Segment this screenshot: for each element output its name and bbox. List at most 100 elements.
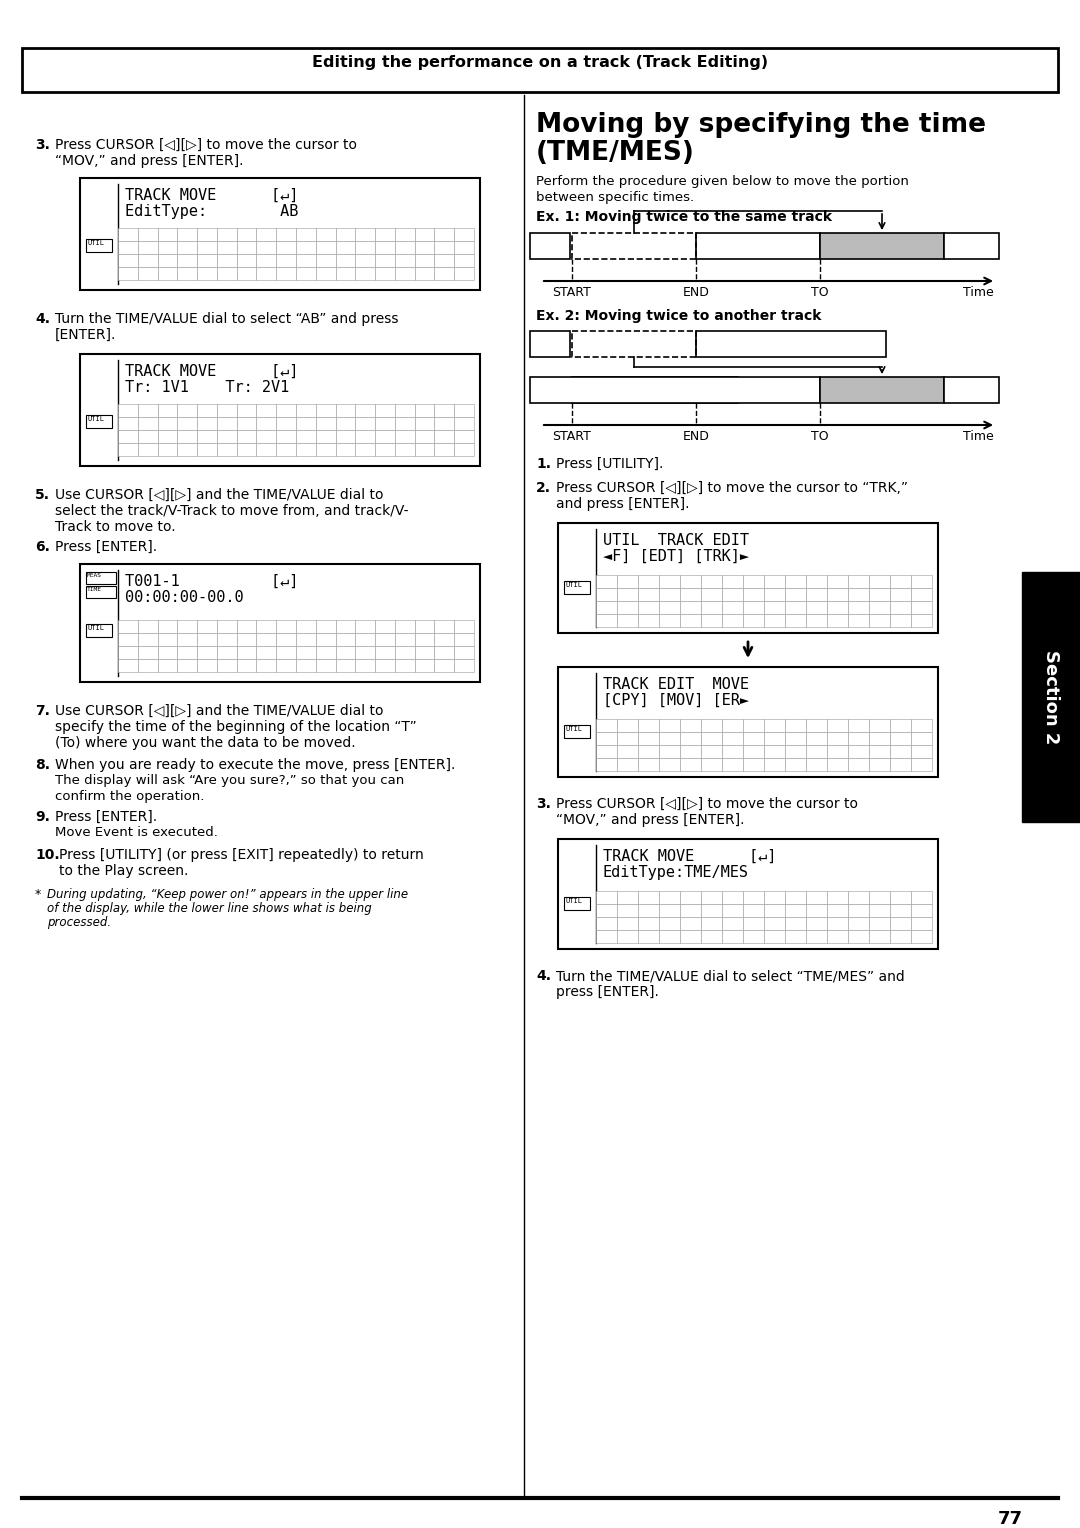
Bar (434, 267, 455, 280)
Text: 4.: 4. (536, 969, 551, 983)
Bar (723, 720, 743, 732)
Text: “MOV,” and press [ENTER].: “MOV,” and press [ENTER]. (55, 154, 243, 168)
Bar (276, 659, 296, 672)
Bar (596, 601, 617, 614)
Text: UTIL: UTIL (87, 625, 105, 631)
Bar (80, 564, 480, 681)
Bar (827, 720, 848, 732)
Bar (848, 614, 869, 626)
Bar (355, 659, 375, 672)
Text: between specific times.: between specific times. (536, 191, 694, 205)
Text: 9.: 9. (35, 810, 50, 824)
Bar (217, 417, 237, 429)
Bar (1022, 571, 1080, 822)
Text: (TME/MES): (TME/MES) (536, 141, 694, 167)
Bar (564, 581, 590, 594)
Bar (276, 633, 296, 646)
Bar (315, 659, 336, 672)
Bar (276, 646, 296, 659)
Bar (415, 646, 434, 659)
Bar (558, 668, 939, 778)
Bar (296, 241, 315, 254)
Bar (336, 429, 355, 443)
Bar (680, 720, 701, 732)
Bar (806, 601, 827, 614)
Bar (743, 732, 764, 746)
Bar (701, 758, 723, 772)
Bar (617, 758, 638, 772)
Bar (764, 614, 785, 626)
Bar (415, 241, 434, 254)
Text: Moving by specifying the time: Moving by specifying the time (536, 112, 986, 138)
Bar (806, 720, 827, 732)
Bar (596, 732, 617, 746)
Bar (315, 620, 336, 633)
Bar (217, 267, 237, 280)
Bar (415, 228, 434, 241)
Bar (118, 241, 138, 254)
Bar (237, 646, 256, 659)
Bar (237, 417, 256, 429)
Bar (455, 620, 474, 633)
Bar (659, 931, 680, 943)
Bar (198, 443, 217, 455)
Bar (355, 646, 375, 659)
Bar (434, 241, 455, 254)
Bar (890, 746, 912, 758)
Bar (638, 917, 659, 931)
Text: 2.: 2. (536, 481, 551, 495)
Text: Use CURSOR [◁][▷] and the TIME/VALUE dial to: Use CURSOR [◁][▷] and the TIME/VALUE dia… (55, 487, 383, 503)
Bar (596, 588, 617, 601)
Bar (158, 228, 177, 241)
Bar (296, 403, 315, 417)
Bar (680, 746, 701, 758)
Bar (158, 443, 177, 455)
Text: 7.: 7. (35, 704, 50, 718)
Bar (869, 575, 890, 588)
Bar (315, 267, 336, 280)
Bar (355, 429, 375, 443)
Bar (617, 917, 638, 931)
Bar (806, 614, 827, 626)
Bar (701, 601, 723, 614)
Bar (237, 241, 256, 254)
Bar (785, 720, 806, 732)
Bar (158, 254, 177, 267)
Bar (659, 917, 680, 931)
Bar (680, 891, 701, 905)
Bar (434, 254, 455, 267)
Bar (375, 403, 395, 417)
Bar (680, 575, 701, 588)
Bar (296, 646, 315, 659)
Bar (237, 633, 256, 646)
Bar (86, 623, 112, 637)
Bar (315, 633, 336, 646)
Bar (827, 732, 848, 746)
Bar (138, 267, 158, 280)
Text: TIME: TIME (87, 587, 102, 591)
Bar (596, 614, 617, 626)
Bar (912, 758, 932, 772)
Text: START: START (553, 429, 592, 443)
Bar (764, 732, 785, 746)
Bar (723, 614, 743, 626)
Text: UTIL: UTIL (87, 416, 105, 422)
Text: Perform the procedure given below to move the portion: Perform the procedure given below to mov… (536, 176, 909, 188)
Text: 77: 77 (998, 1510, 1023, 1528)
Text: 4.: 4. (35, 312, 50, 325)
Bar (434, 659, 455, 672)
Bar (596, 891, 617, 905)
Text: ◄F] [EDT] [TRK]►: ◄F] [EDT] [TRK]► (603, 549, 750, 564)
Bar (256, 633, 276, 646)
Bar (869, 931, 890, 943)
Text: TO: TO (811, 429, 828, 443)
Bar (158, 620, 177, 633)
Bar (869, 614, 890, 626)
Text: The display will ask “Are you sure?,” so that you can: The display will ask “Are you sure?,” so… (55, 775, 404, 787)
Bar (336, 267, 355, 280)
Text: T001-1          [↵]: T001-1 [↵] (125, 575, 298, 588)
Bar (680, 732, 701, 746)
Bar (217, 443, 237, 455)
Bar (743, 905, 764, 917)
Text: UTIL: UTIL (566, 898, 583, 905)
